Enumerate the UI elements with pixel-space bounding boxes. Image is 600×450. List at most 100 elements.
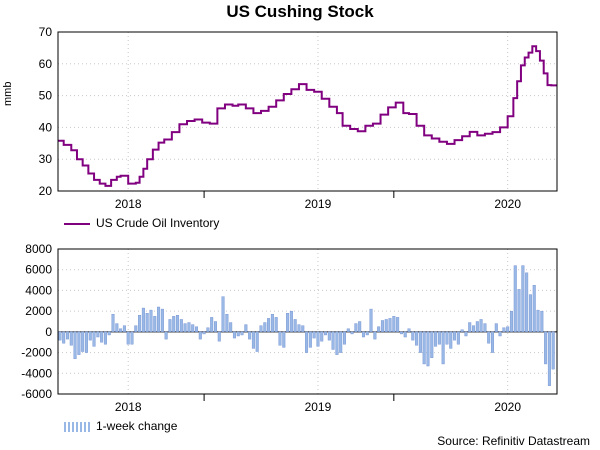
change-bar — [528, 294, 532, 333]
change-bar — [289, 310, 293, 333]
change-bar — [278, 331, 282, 346]
change-bar — [445, 331, 449, 345]
change-bar — [172, 316, 176, 333]
change-bar — [418, 331, 422, 353]
inventory-x-tick-label: 2018 — [115, 197, 142, 211]
inventory-y-tick-label: 40 — [39, 120, 53, 134]
change-bar — [346, 328, 350, 333]
change-bar — [77, 331, 81, 355]
change-bar — [176, 315, 180, 333]
chart-title: US Cushing Stock — [226, 2, 374, 21]
change-bar — [358, 321, 362, 333]
change-plot-frame — [57, 248, 558, 395]
change-bar — [103, 331, 107, 345]
change-bar — [157, 306, 161, 333]
inventory-legend: US Crude Oil Inventory — [64, 216, 219, 230]
change-bar — [84, 331, 88, 353]
change-bar — [327, 331, 331, 341]
change-bar — [187, 322, 191, 333]
change-y-tick-label: 2000 — [25, 304, 52, 318]
change-y-tick-label: -2000 — [21, 346, 52, 360]
change-y-tick-label: 4000 — [25, 283, 52, 297]
change-bar — [365, 331, 369, 336]
change-bar — [342, 331, 346, 345]
change-bar — [225, 314, 229, 333]
change-legend-label: 1-week change — [96, 419, 178, 433]
change-bar — [468, 322, 472, 333]
change-bar — [107, 331, 111, 336]
change-bar — [134, 325, 138, 333]
change-bar — [282, 331, 286, 348]
change-bar — [305, 331, 309, 353]
change-bar — [232, 331, 236, 339]
inventory-y-tick-label: 70 — [39, 25, 53, 39]
change-bar — [168, 319, 172, 333]
change-bar — [92, 331, 96, 347]
change-bar — [274, 317, 278, 333]
change-bar — [506, 326, 510, 333]
inventory-y-tick-label: 50 — [39, 89, 53, 103]
change-bar — [392, 316, 396, 333]
change-bar — [145, 313, 149, 333]
inventory-plot-frame — [57, 31, 558, 192]
change-bar — [502, 327, 506, 333]
change-bar — [434, 331, 438, 347]
change-bar — [536, 309, 540, 333]
change-bar — [206, 327, 210, 333]
change-bar — [122, 325, 126, 333]
change-bar — [141, 307, 145, 333]
change-bar — [69, 331, 73, 346]
change-y-tick-label: 8000 — [25, 242, 52, 256]
change-bar — [240, 331, 244, 336]
change-bar — [532, 285, 536, 333]
source-note: Source: Refinitiv Datastream — [437, 434, 590, 448]
change-bar — [547, 331, 551, 386]
change-x-tick-label: 2020 — [494, 400, 521, 414]
change-y-tick-label: 0 — [45, 325, 52, 339]
inventory-x-tick-label: 2020 — [494, 197, 521, 211]
change-bar — [422, 331, 426, 365]
change-legend-swatch — [64, 421, 90, 432]
change-bar — [149, 309, 153, 333]
change-bar — [487, 331, 491, 344]
change-bar — [126, 331, 130, 345]
change-bar — [494, 323, 498, 333]
change-bar — [498, 331, 502, 337]
change-bar — [153, 316, 157, 333]
change-bar — [437, 331, 441, 345]
change-bar — [221, 296, 225, 333]
change-bar — [396, 317, 400, 333]
change-bar — [525, 272, 529, 333]
change-bar — [483, 323, 487, 333]
change-bar — [297, 324, 301, 333]
change-bar — [312, 331, 316, 339]
change-x-tick-label: 2018 — [115, 400, 142, 414]
change-bar — [513, 265, 517, 333]
change-bar — [415, 331, 419, 346]
change-bar — [361, 331, 365, 338]
change-bar — [354, 323, 358, 333]
change-bar — [96, 331, 100, 338]
change-bar — [388, 318, 392, 333]
change-bar — [544, 331, 548, 365]
change-bar — [430, 331, 434, 358]
change-bar — [73, 331, 77, 359]
change-bar — [464, 331, 468, 337]
inventory-legend-label: US Crude Oil Inventory — [96, 216, 220, 230]
change-bar — [119, 328, 123, 333]
change-bar — [210, 317, 214, 333]
change-x-tick-label: 2019 — [305, 400, 332, 414]
change-bar — [316, 331, 320, 347]
change-bar — [490, 331, 494, 353]
change-bar — [202, 331, 206, 335]
change-bar — [138, 315, 142, 333]
change-bar — [213, 321, 217, 333]
change-legend: 1-week change — [64, 419, 177, 433]
change-bar — [198, 331, 202, 340]
change-bar — [540, 310, 544, 333]
change-bar — [453, 331, 457, 341]
inventory-y-tick-label: 60 — [39, 57, 53, 71]
change-bar — [229, 322, 233, 333]
change-bar — [248, 331, 252, 340]
